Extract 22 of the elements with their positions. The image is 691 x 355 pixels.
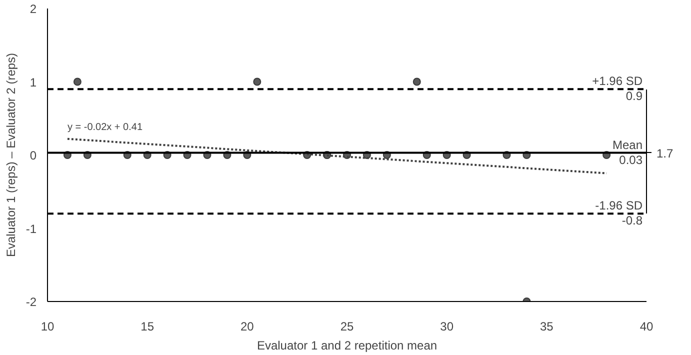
- x-tick-label: 10: [40, 320, 54, 334]
- annotation: 0.03: [619, 152, 643, 167]
- x-tick-label: 25: [340, 320, 354, 334]
- x-tick-label: 35: [540, 320, 554, 334]
- x-tick-label: 30: [440, 320, 454, 334]
- x-axis-title: Evaluator 1 and 2 repetition mean: [256, 338, 438, 352]
- ref-line-label: -1.96 SD: [595, 198, 643, 213]
- x-tick-label: 20: [240, 320, 254, 334]
- annotation: 0.9: [626, 89, 643, 104]
- y-tick-label: 1: [30, 75, 37, 90]
- annotation: -0.8: [622, 214, 643, 228]
- ref-line-label: Mean: [612, 138, 643, 152]
- y-tick-label: 0: [30, 148, 37, 162]
- text: 1.7: [656, 146, 674, 160]
- x-tick-label: 15: [140, 320, 154, 334]
- annotation: y = -0.02x + 0.41: [67, 122, 143, 133]
- y-tick-label: -1: [26, 222, 37, 236]
- ref-line-label: +1.96 SD: [592, 74, 643, 88]
- y-tick-label: -2: [26, 295, 37, 309]
- x-tick-label: 40: [640, 320, 654, 334]
- y-axis-title: Evaluator 1 (reps) – Evaluator 2 (reps): [4, 52, 18, 258]
- y-tick-label: 2: [30, 2, 37, 16]
